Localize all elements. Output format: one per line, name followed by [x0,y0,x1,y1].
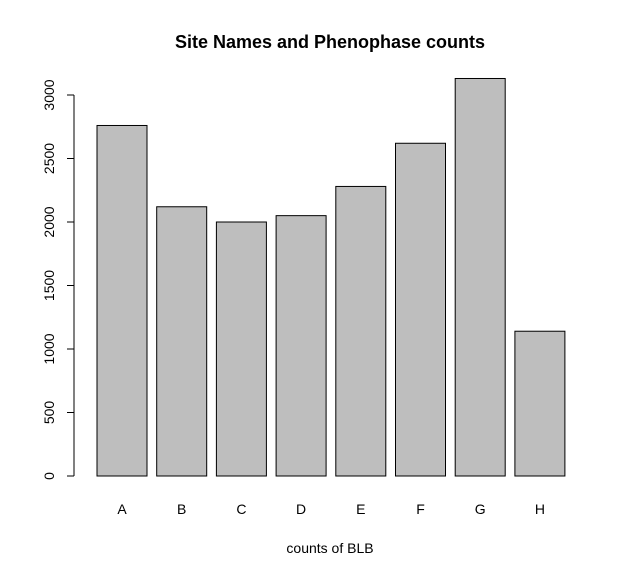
y-tick-label: 1500 [41,270,57,301]
x-tick-label-A: A [117,501,127,517]
y-tick-label: 500 [41,401,57,425]
x-tick-label-F: F [416,501,425,517]
y-axis-ticks: 0 500 1000 1500 2000 2500 3000 [41,79,74,480]
x-tick-label-E: E [356,501,365,517]
bar-G [454,77,506,477]
x-tick-label-D: D [296,501,306,517]
bar-A [96,124,148,477]
bar-B [156,206,208,477]
y-tick-label: 1000 [41,333,57,364]
bar-D [275,215,327,477]
x-tick-label-G: G [475,501,486,517]
x-axis-label: counts of BLB [286,540,373,556]
bar-C [215,221,267,477]
bar-H [514,330,566,477]
bars-group [96,77,566,477]
x-tick-label-B: B [177,501,186,517]
chart-title: Site Names and Phenophase counts [175,32,485,52]
y-tick-label: 2500 [41,143,57,174]
y-tick-label: 0 [41,472,57,480]
y-tick-label: 3000 [41,79,57,110]
x-tick-label-C: C [236,501,246,517]
bar-F [395,142,446,477]
x-tick-label-H: H [535,501,545,517]
bar-E [335,185,387,477]
x-axis-tick-labels: A B C D E F G H [117,501,545,517]
y-tick-label: 2000 [41,206,57,237]
